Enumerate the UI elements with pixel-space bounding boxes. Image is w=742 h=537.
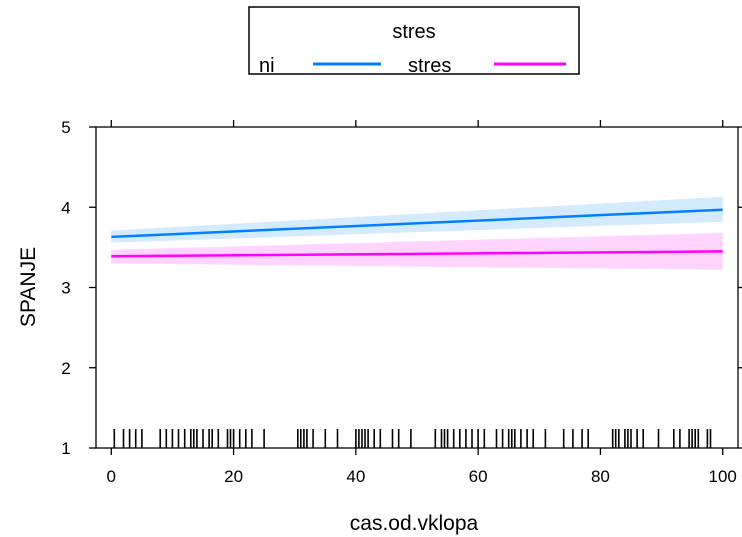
- x-axis: 0 20 40 60 80 100: [107, 120, 737, 486]
- legend-box: [248, 6, 580, 75]
- x-tick-label: 60: [469, 467, 488, 486]
- legend-label-stres: stres: [408, 55, 451, 77]
- y-axis-label: SPANJE: [17, 247, 40, 327]
- y-axis: 1 2 3 4 5: [61, 118, 742, 458]
- y-tick-label: 4: [61, 198, 70, 217]
- x-tick-label: 100: [709, 467, 737, 486]
- x-tick-label: 40: [346, 467, 365, 486]
- plot-frame: [95, 126, 739, 449]
- x-axis-label: cas.od.vklopa: [350, 512, 479, 535]
- x-tick-label: 80: [591, 467, 610, 486]
- series-line-stres: [111, 250, 723, 258]
- y-tick-label: 3: [61, 279, 70, 298]
- legend-title: stres: [392, 21, 435, 43]
- x-tick-label: 0: [107, 467, 116, 486]
- x-tick-label: 20: [224, 467, 243, 486]
- rug-marks: [113, 429, 712, 448]
- band-stres: [111, 232, 723, 270]
- y-tick-label: 2: [61, 359, 70, 378]
- legend-label-ni: ni: [259, 55, 275, 77]
- fit-lines: [111, 208, 723, 258]
- y-tick-label: 1: [61, 439, 70, 458]
- series-line-ni: [111, 208, 723, 239]
- y-tick-label: 5: [61, 118, 70, 137]
